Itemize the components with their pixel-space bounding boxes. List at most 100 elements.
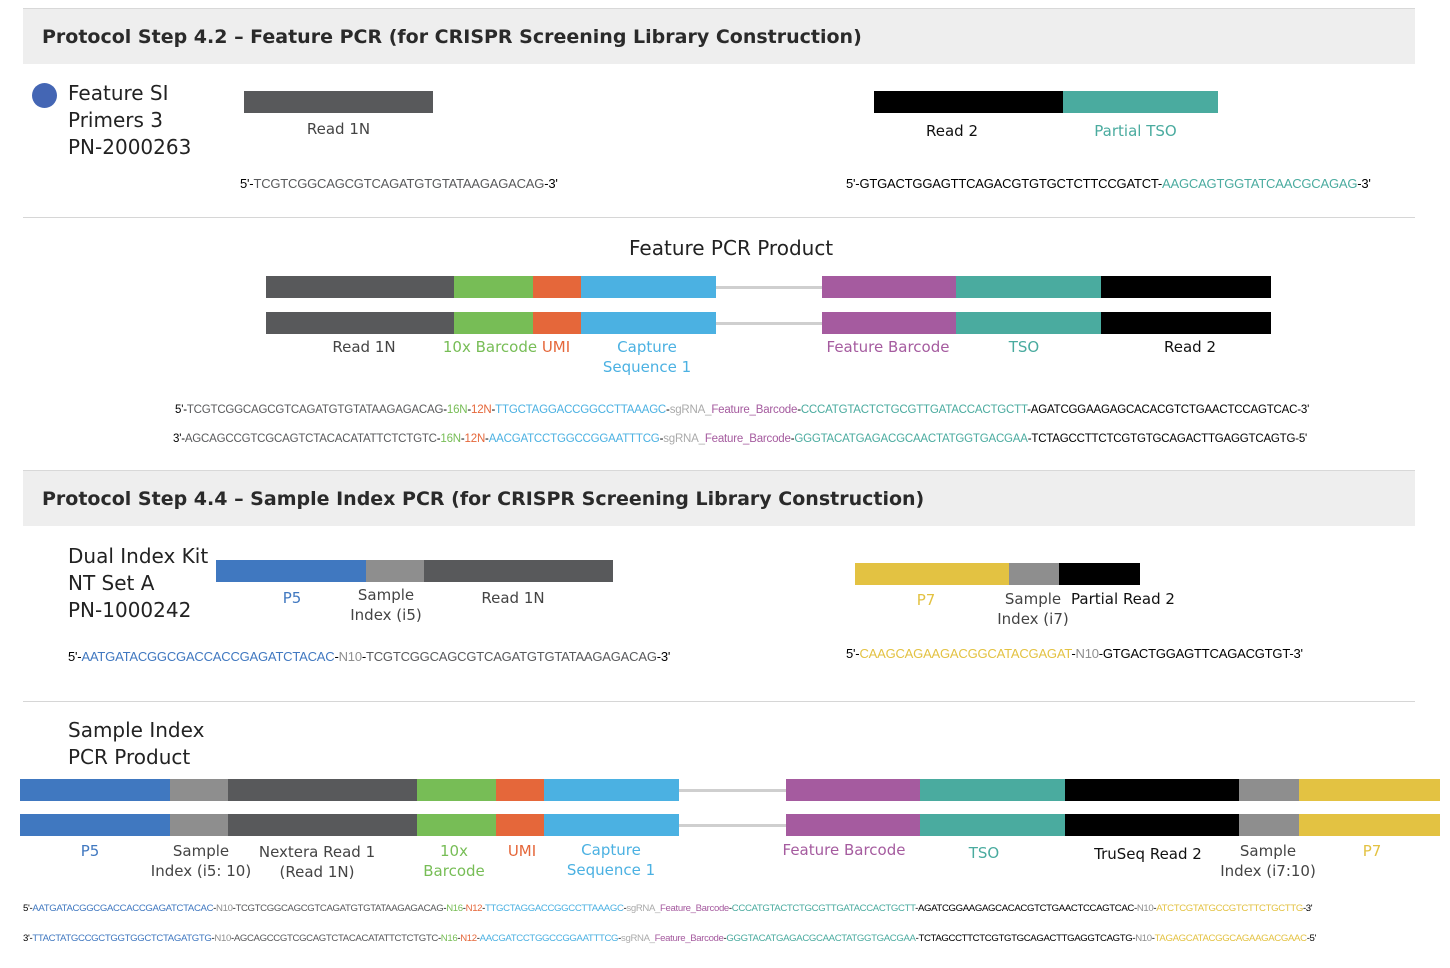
barcode-segment: [417, 779, 496, 801]
sample-index-product-title: Sample Index PCR Product: [68, 718, 205, 769]
sequence-fragment: AACGATCCTGGCCGGAATTTCG: [488, 433, 660, 445]
primer-read1n-bar: [424, 560, 613, 582]
sgrna-connector: [716, 322, 822, 325]
feature-barcode-label: Feature Barcode: [782, 841, 906, 859]
tso-segment: [956, 312, 1101, 334]
sequence-fragment: -: [476, 933, 480, 944]
sequence-fragment: -: [1151, 933, 1155, 944]
sequence-fragment: N12: [460, 933, 477, 944]
sgrna-connector: [716, 286, 822, 289]
primer-partial-tso-bar: [1063, 91, 1218, 113]
sequence-fragment: TTACTATGCCGCTGGTGGCTCTAGATGTG: [32, 933, 212, 944]
sequence-fragment: TTGCTAGGACCGGCCTTAAAGC: [495, 404, 667, 416]
primer-i5-label: Sample Index (i5): [350, 586, 422, 624]
feature-pcr-product-title: Feature PCR Product: [629, 236, 834, 260]
p7-label: P7: [1362, 842, 1382, 860]
read1n-label: Read 1N: [332, 338, 396, 356]
sequence-fragment: -: [467, 404, 472, 416]
sequence-fragment: -: [443, 903, 447, 914]
index-primer-right-sequence: 5'-CAAGCAGAAGACGGCATACGAGAT-N10-GTGACTGG…: [846, 646, 1303, 661]
sequence-fragment: N16: [440, 933, 458, 944]
sequence-fragment: -: [728, 903, 732, 914]
sequence-fragment: -: [1098, 646, 1103, 661]
sgrna-connector: [679, 789, 786, 792]
p5-segment: [20, 779, 170, 801]
sequence-fragment: 5'-: [846, 646, 860, 661]
sequence-fragment: sgRNA_: [669, 404, 712, 416]
sequence-fragment: -: [230, 933, 234, 944]
step-4-4-header: Protocol Step 4.4 – Sample Index PCR (fo…: [23, 470, 1415, 526]
sequence-fragment: N10: [1136, 903, 1154, 914]
sequence-fragment: -: [211, 933, 215, 944]
feature-barcode-segment: [786, 814, 920, 836]
divider: [23, 701, 1415, 702]
sequence-fragment: 3'-: [173, 433, 185, 445]
capture-segment: [581, 276, 716, 298]
nextera-read1-segment: [228, 814, 417, 836]
sequence-fragment: sgRNA_: [663, 433, 705, 445]
step-4-2-title: Protocol Step 4.2 – Feature PCR (for CRI…: [42, 26, 862, 48]
dual-index-kit-name: Dual Index Kit NT Set A PN-1000242: [68, 544, 209, 622]
sequence-fragment: -: [790, 433, 795, 445]
sequence-fragment: 16N: [440, 433, 461, 445]
sequence-fragment: -: [436, 433, 441, 445]
truseq-read2-segment: [1065, 779, 1239, 801]
primer-read1n-label: Read 1N: [306, 120, 371, 138]
sequence-fragment: -TCTAGCCTTCTCGTGTGCAGACTTGAGGTCAGTG-5': [1027, 433, 1308, 445]
capture-label: Capture Sequence 1: [602, 338, 692, 376]
sequence-fragment: -: [797, 404, 801, 416]
sequence-fragment: -: [659, 433, 664, 445]
p5-label: P5: [80, 842, 100, 860]
sequence-fragment: N16: [446, 903, 463, 914]
primer-i7-label: Sample Index (i7): [997, 590, 1069, 628]
p7-segment: [1299, 779, 1440, 801]
sequence-fragment: -TCTAGCCTTCTCGTGTGCAGACTTGAGGTCAGTG-: [915, 933, 1136, 944]
sequence-fragment: 5'-: [68, 649, 82, 664]
primer-p5-bar: [216, 560, 366, 582]
sequence-fragment: 5'-: [23, 903, 33, 914]
sequence-fragment: GGGTACATGAGACGCAACTATGGTGACGAA: [726, 933, 916, 944]
sequence-fragment: -: [482, 903, 486, 914]
sequence-fragment: -: [334, 649, 339, 664]
sequence-fragment: -: [485, 433, 489, 445]
sequence-fragment: -: [460, 433, 465, 445]
capture-label: Capture Sequence 1: [566, 841, 656, 879]
sequence-fragment: CCCATGTACTCTGCGTTGATACCACTGCTT: [731, 903, 916, 914]
sequence-fragment: -: [361, 649, 366, 664]
divider: [23, 217, 1415, 218]
sequence-fragment: Feature_Barcode: [660, 903, 729, 914]
primer-i7-bar: [1009, 563, 1059, 585]
primer-read2-bar: [874, 91, 1063, 113]
nextera-read1-segment: [228, 779, 417, 801]
nextera-read1-label: Nextera Read 1 (Read 1N): [258, 843, 376, 881]
sequence-fragment: 5'-: [175, 404, 187, 416]
sequence-fragment: AGCAGCCGTCGCAGTCTACACATATTCTCTGTC: [184, 433, 437, 445]
capture-segment: [544, 814, 679, 836]
primer-read1n-label: Read 1N: [481, 589, 545, 607]
sequence-fragment: -: [462, 903, 466, 914]
sequence-fragment: AATGATACGGCGACCACCGAGATCTACAC: [32, 903, 214, 914]
sequence-fragment: ATCTCGTATGCCGTCTTCTGCTTG: [1156, 903, 1303, 914]
sgrna-connector: [679, 824, 786, 827]
feature-barcode-label: Feature Barcode: [826, 338, 950, 356]
sequence-fragment: TCGTCGGCAGCGTCAGATGTGTATAAGAGACAG: [235, 903, 444, 914]
sequence-fragment: AATGATACGGCGACCACCGAGATCTACAC: [81, 649, 335, 664]
sequence-fragment: N10: [214, 933, 231, 944]
sequence-fragment: Feature_Barcode: [711, 404, 798, 416]
feature-product-sequence-bottom: 3'-AGCAGCCGTCGCAGTCTACACATATTCTCTGTC-16N…: [173, 433, 1307, 445]
sequence-fragment: N10: [216, 903, 233, 914]
sequence-fragment: AACGATCCTGGCCGGAATTTCG: [479, 933, 619, 944]
primer-p5-label: P5: [282, 589, 302, 607]
primer-partial-tso-label: Partial TSO: [1094, 122, 1177, 140]
barcode-segment: [417, 814, 496, 836]
feature-product-sequence-top: 5'-TCGTCGGCAGCGTCAGATGTGTATAAGAGACAG-16N…: [175, 404, 1309, 416]
sequence-fragment: Feature_Barcode: [654, 933, 724, 944]
umi-segment: [533, 312, 581, 334]
sequence-fragment: TAGAGCATACGGCAGAAGACGAAC: [1154, 933, 1307, 944]
primer-i5-bar: [366, 560, 424, 582]
umi-segment: [496, 814, 544, 836]
sequence-fragment: 5'-: [846, 176, 860, 191]
tso-segment: [920, 814, 1065, 836]
umi-label: UMI: [541, 338, 571, 356]
barcode-label: 10x Barcode: [423, 842, 485, 880]
